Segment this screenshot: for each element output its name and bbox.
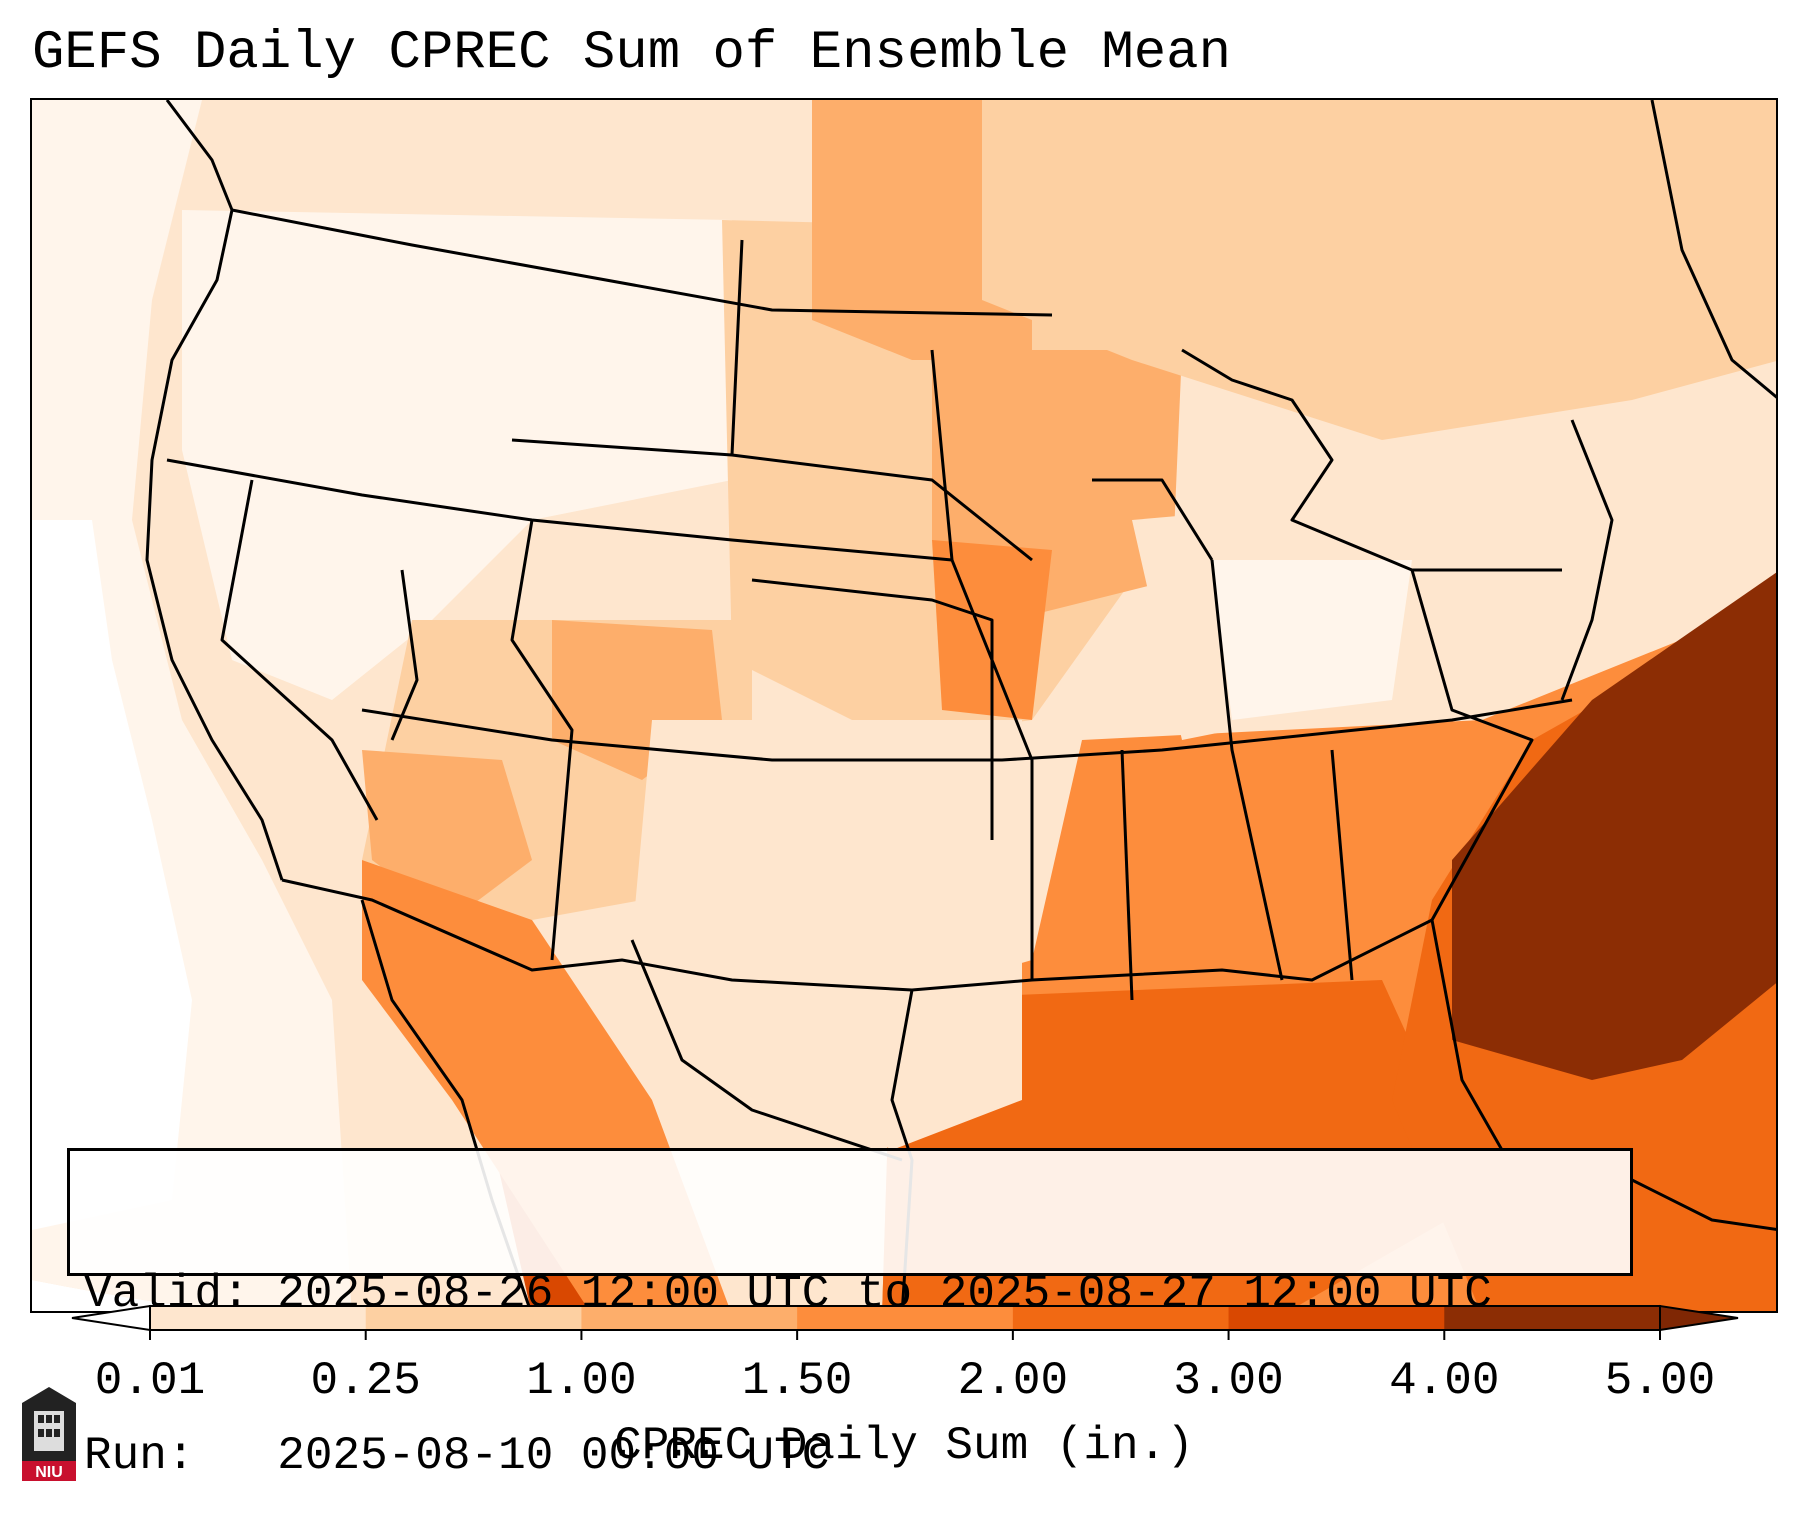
colorbar-over-arrow	[1660, 1306, 1738, 1330]
colorbar-segment	[366, 1306, 582, 1330]
colorbar-segment	[797, 1306, 1013, 1330]
ohio-valley-region	[1212, 560, 1412, 720]
niu-logo-icon: NIU	[20, 1385, 78, 1481]
colorbar-tick-label: 1.50	[742, 1353, 852, 1409]
colorbar-segment	[1444, 1306, 1660, 1330]
colorbar-tick-label: 2.00	[958, 1353, 1068, 1409]
colorbar-segment	[1013, 1306, 1229, 1330]
colorbar-segment	[150, 1306, 366, 1330]
colorbar-under-arrow	[72, 1306, 150, 1330]
colorbar-tick-label: 5.00	[1605, 1353, 1715, 1409]
colorbar-tick-label: 0.25	[310, 1353, 420, 1409]
run-label: Run:	[84, 1430, 194, 1482]
info-box: Valid: 2025-08-26 12:00 UTC to 2025-08-2…	[67, 1148, 1633, 1276]
colorbar-segment	[1229, 1306, 1445, 1330]
map-frame	[30, 98, 1778, 1313]
logo-text: NIU	[35, 1464, 63, 1481]
chart-title: GEFS Daily CPREC Sum of Ensemble Mean	[32, 18, 1231, 90]
colorbar-segment	[581, 1306, 797, 1330]
colorbar-tick-label: 0.01	[95, 1353, 205, 1409]
precipitation-map	[32, 100, 1778, 1313]
colorbar-ticks	[150, 1330, 1660, 1340]
colorbar-tick-label: 4.00	[1389, 1353, 1499, 1409]
colorbar-tick-label: 3.00	[1173, 1353, 1283, 1409]
colorbar	[0, 1300, 1803, 1370]
colorbar-tick-label: 1.00	[526, 1353, 636, 1409]
colorbar-label: CPREC Daily Sum (in.)	[614, 1418, 1194, 1474]
colorbar-segments	[150, 1306, 1661, 1330]
